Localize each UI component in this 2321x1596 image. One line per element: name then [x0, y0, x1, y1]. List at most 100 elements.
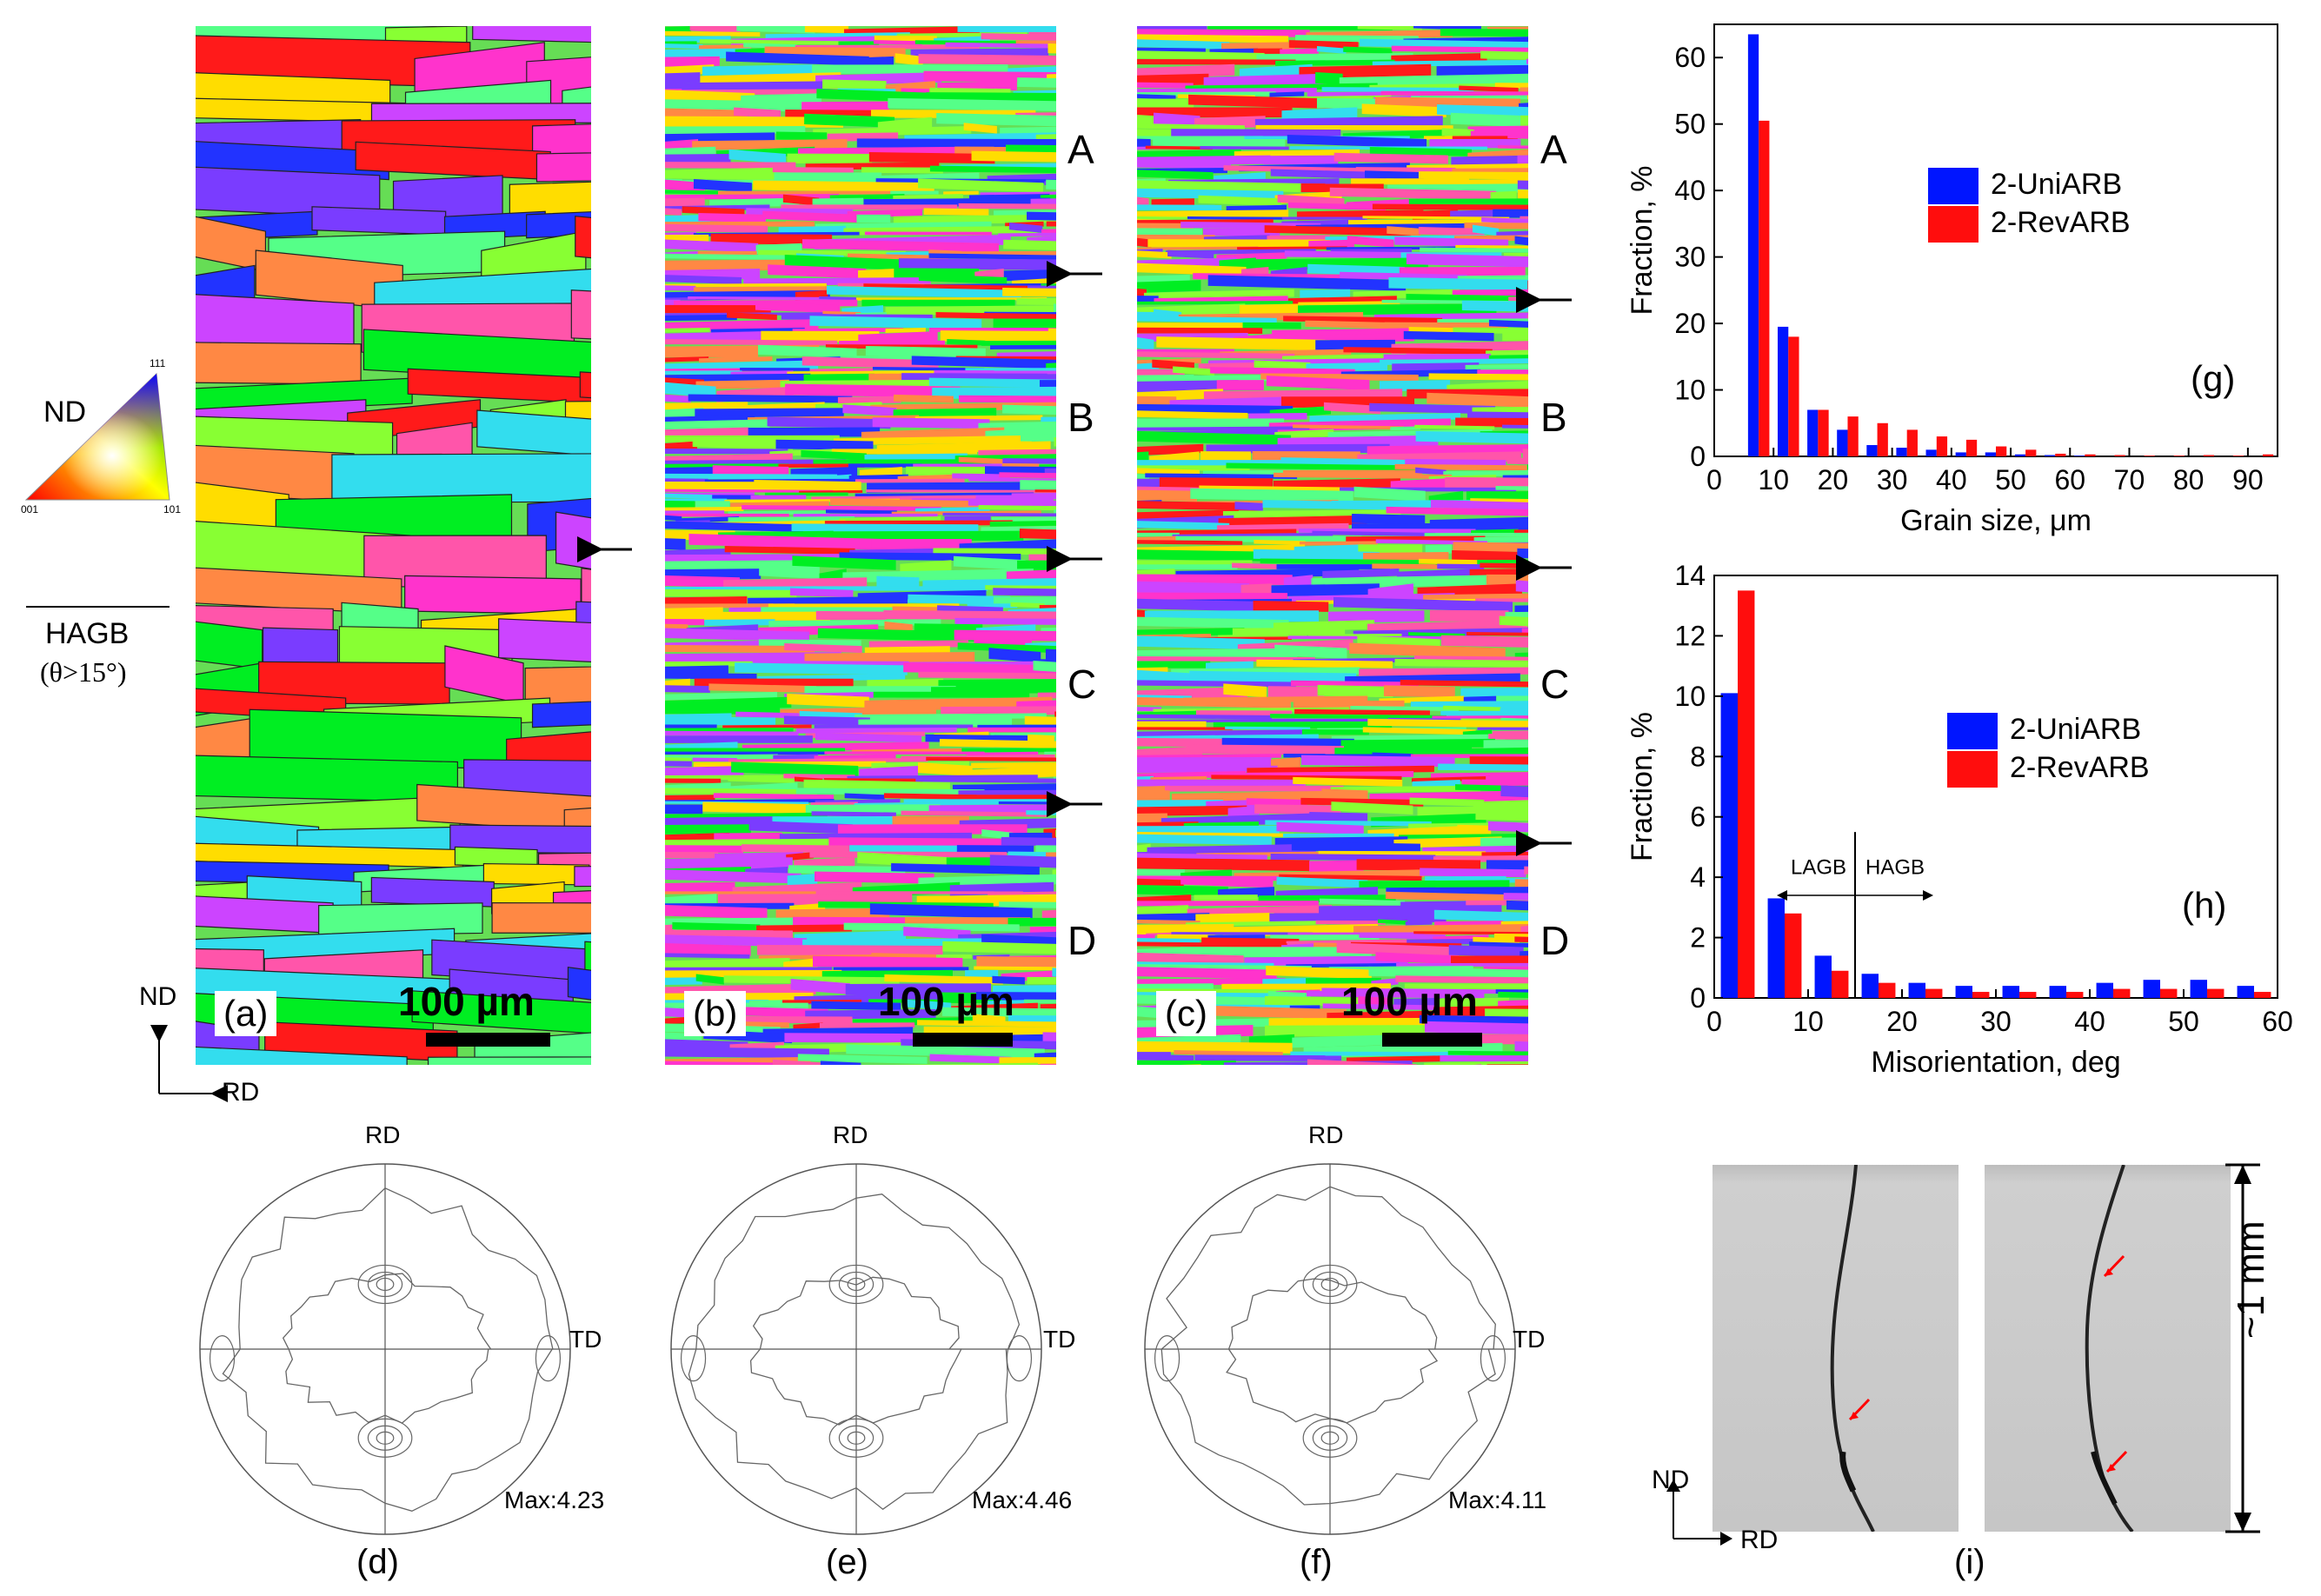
grain — [1175, 535, 1362, 542]
grain — [1276, 821, 1364, 835]
grain — [1520, 87, 1528, 92]
pf-peak-contour — [838, 1425, 875, 1451]
grain — [918, 178, 1043, 193]
grain — [1450, 955, 1528, 965]
grain — [1425, 875, 1506, 881]
grain — [1035, 845, 1056, 854]
x-tick-label: 50 — [1995, 464, 2026, 495]
grain — [1137, 919, 1200, 925]
grain — [1321, 87, 1474, 93]
grain — [318, 902, 483, 936]
grain — [1466, 632, 1528, 636]
grain — [819, 296, 856, 301]
grain — [1415, 467, 1446, 475]
grain — [723, 975, 900, 985]
grain — [1137, 98, 1194, 110]
grain — [941, 1007, 1056, 1018]
grain — [981, 340, 1056, 346]
grain — [728, 607, 762, 614]
grain — [1202, 228, 1280, 236]
bar-uni-8 — [1985, 452, 1996, 456]
grain — [787, 693, 869, 708]
ebsd-map-b — [665, 26, 1056, 1065]
grain — [1452, 549, 1522, 562]
ipf-key: ND 111 001 101 — [17, 357, 183, 517]
grain — [1147, 239, 1331, 248]
grain — [1403, 330, 1494, 342]
grain — [843, 922, 1020, 932]
grain — [784, 255, 905, 270]
grain — [331, 453, 591, 503]
bar-uni-1 — [1777, 326, 1789, 456]
grain — [822, 310, 861, 316]
grain — [1306, 977, 1381, 985]
ebsd-map-c — [1137, 26, 1528, 1065]
grain — [1502, 332, 1528, 342]
grain — [1201, 937, 1300, 945]
grain — [665, 223, 768, 233]
grain — [665, 953, 750, 959]
grain — [1375, 952, 1455, 965]
grain — [968, 727, 1056, 733]
legend-h-rev-label: 2-RevARB — [2010, 751, 2150, 785]
grain — [902, 999, 952, 1011]
bar-rev-12 — [2114, 455, 2125, 456]
region-a-b: A — [1067, 127, 1094, 172]
grain — [665, 761, 692, 767]
grain — [824, 751, 985, 755]
pf-edge-contour — [535, 1335, 562, 1382]
grain — [761, 330, 880, 342]
grain — [1463, 695, 1501, 702]
grain — [1515, 580, 1528, 593]
grain — [1352, 513, 1426, 525]
grain — [929, 165, 1056, 174]
grain — [789, 588, 854, 598]
grain — [1223, 683, 1267, 698]
grain — [407, 368, 591, 404]
grain — [1443, 705, 1501, 712]
grain — [1424, 1021, 1528, 1035]
grain — [728, 149, 787, 164]
grain — [988, 891, 1056, 896]
grain — [1275, 59, 1395, 66]
grain — [847, 513, 938, 517]
lagb-label: LAGB — [1791, 856, 1846, 880]
grain — [1350, 706, 1460, 712]
grain — [1137, 316, 1277, 324]
grain — [993, 596, 1056, 606]
grain — [1156, 336, 1330, 351]
panel-tag-c: (c) — [1156, 991, 1216, 1036]
grain — [1520, 115, 1528, 127]
grain — [1486, 860, 1528, 872]
grain — [884, 974, 1003, 985]
x-tick-label: 30 — [1980, 1006, 2012, 1037]
grain — [1514, 236, 1528, 246]
grain — [1400, 680, 1528, 688]
grain — [758, 344, 857, 358]
grain — [1524, 866, 1528, 874]
x-tick-label: 90 — [2232, 464, 2264, 495]
grain — [1242, 322, 1301, 329]
bar-rev-9 — [2160, 988, 2178, 998]
y-tick-label: 40 — [1674, 175, 1706, 206]
grain — [1383, 353, 1492, 360]
grain — [570, 289, 591, 340]
grain — [695, 501, 730, 509]
bar-rev-3 — [1879, 982, 1896, 998]
panel-tag-b: (b) — [684, 991, 747, 1036]
grain — [817, 628, 979, 642]
grain — [1020, 480, 1056, 491]
grain — [665, 538, 686, 550]
grain — [665, 589, 797, 598]
grain — [944, 515, 991, 522]
grain — [782, 194, 820, 206]
pole-figure-f — [1144, 1163, 1516, 1535]
scale-bar-b — [913, 1033, 1013, 1047]
grain — [1232, 628, 1346, 635]
grain — [757, 944, 943, 956]
grain — [1329, 187, 1497, 200]
grain — [665, 788, 818, 796]
chart-misorientation: 0 10 20 30 40 50 60 0 2 4 6 8 10 12 14 Misorientation, … — [1599, 548, 2295, 1087]
grain — [1393, 836, 1502, 848]
grain — [1145, 145, 1214, 150]
